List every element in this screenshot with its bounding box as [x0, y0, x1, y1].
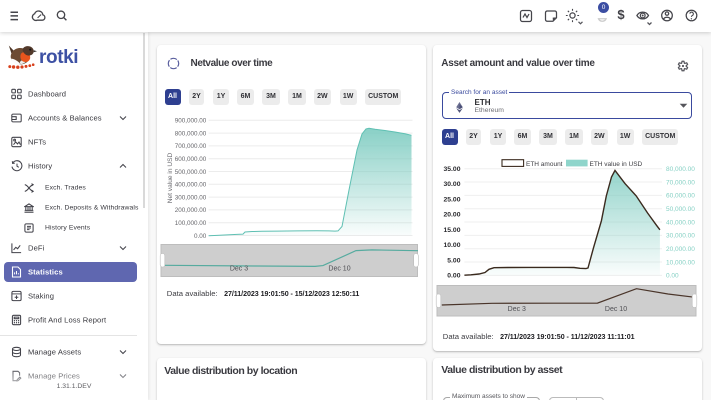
svg-text:Net value in USD: Net value in USD: [167, 152, 174, 203]
svg-text:500,000.00: 500,000.00: [175, 169, 207, 176]
svg-text:0.00: 0.00: [666, 273, 679, 280]
svg-text:200,000.00: 200,000.00: [175, 207, 207, 214]
svg-text:ETH value in USD: ETH value in USD: [590, 161, 643, 168]
svg-text:35.00: 35.00: [443, 166, 460, 173]
svg-text:ETH amount: ETH amount: [526, 161, 563, 168]
svg-text:300,000.00: 300,000.00: [175, 194, 207, 201]
svg-text:0.00: 0.00: [447, 273, 460, 280]
svg-text:Dec 10: Dec 10: [328, 266, 350, 273]
svg-text:40,000.00: 40,000.00: [666, 219, 695, 226]
svg-text:700,000.00: 700,000.00: [175, 143, 207, 150]
svg-text:Dec 10: Dec 10: [605, 306, 627, 313]
svg-text:15.00: 15.00: [443, 227, 460, 234]
svg-text:800,000.00: 800,000.00: [175, 130, 207, 137]
svg-text:0.00: 0.00: [194, 233, 207, 240]
svg-text:50,000.00: 50,000.00: [666, 206, 695, 213]
svg-text:5.00: 5.00: [447, 258, 460, 265]
svg-text:400,000.00: 400,000.00: [175, 182, 207, 189]
svg-text:10,000.00: 10,000.00: [666, 259, 695, 266]
svg-text:Dec 3: Dec 3: [230, 266, 248, 273]
svg-text:25.00: 25.00: [443, 197, 460, 204]
svg-text:80,000.00: 80,000.00: [666, 166, 695, 173]
svg-text:70,000.00: 70,000.00: [666, 179, 695, 186]
svg-text:30,000.00: 30,000.00: [666, 233, 695, 240]
svg-text:10.00: 10.00: [443, 242, 460, 249]
svg-text:30.00: 30.00: [443, 181, 460, 188]
svg-text:Dec 3: Dec 3: [508, 306, 526, 313]
svg-text:600,000.00: 600,000.00: [175, 156, 207, 163]
svg-text:900,000.00: 900,000.00: [175, 118, 207, 125]
svg-text:20,000.00: 20,000.00: [666, 246, 695, 253]
svg-text:100,000.00: 100,000.00: [175, 220, 207, 227]
svg-text:60,000.00: 60,000.00: [666, 193, 695, 200]
svg-text:20.00: 20.00: [443, 212, 460, 219]
